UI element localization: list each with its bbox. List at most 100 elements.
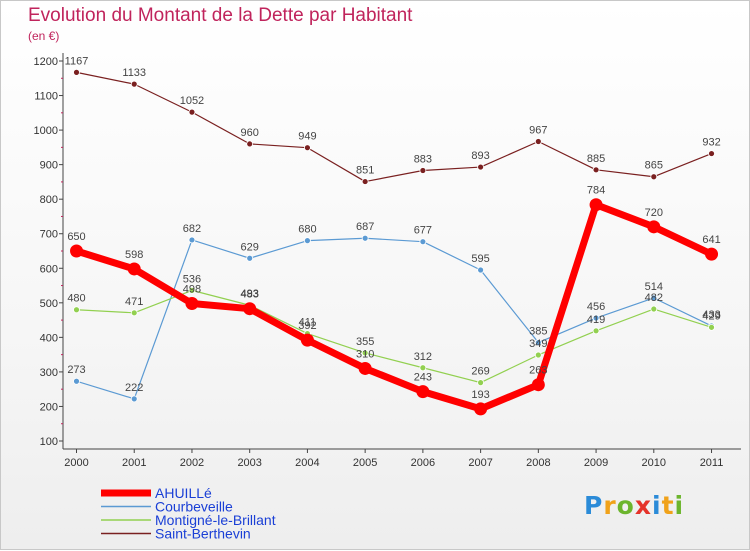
data-label: 411 bbox=[299, 317, 317, 329]
data-label: 650 bbox=[67, 231, 85, 243]
legend-label: AHUILLé bbox=[155, 485, 212, 501]
data-point bbox=[246, 140, 254, 148]
data-point bbox=[188, 236, 196, 244]
data-label: 641 bbox=[702, 234, 720, 246]
y-tick-label: 400 bbox=[40, 332, 58, 344]
y-tick-label: 300 bbox=[40, 367, 58, 379]
data-label: 385 bbox=[529, 326, 547, 338]
x-tick-label: 2006 bbox=[411, 457, 435, 469]
data-label: 349 bbox=[529, 338, 547, 350]
y-tick-label: 500 bbox=[40, 298, 58, 310]
data-point bbox=[474, 402, 488, 416]
logo-letter: P bbox=[584, 491, 604, 520]
data-point bbox=[534, 351, 542, 359]
data-point bbox=[477, 379, 485, 387]
data-point bbox=[534, 339, 542, 346]
logo-letter: r bbox=[603, 491, 617, 520]
data-label: 687 bbox=[356, 221, 374, 233]
data-point bbox=[304, 144, 311, 152]
data-label: 514 bbox=[645, 281, 663, 293]
proxiti-logo: Proxiti bbox=[584, 491, 684, 520]
data-point bbox=[419, 238, 427, 246]
x-tick-label: 2000 bbox=[64, 457, 88, 469]
data-point bbox=[361, 234, 369, 242]
data-label: 433 bbox=[702, 309, 720, 321]
data-label: 784 bbox=[587, 185, 605, 197]
series-line bbox=[73, 201, 716, 413]
data-point bbox=[361, 178, 369, 185]
data-label: 536 bbox=[183, 273, 201, 285]
data-label: 243 bbox=[414, 372, 432, 384]
data-point bbox=[73, 377, 80, 385]
data-label: 720 bbox=[645, 207, 663, 219]
data-label: 949 bbox=[298, 131, 316, 143]
data-label: 1167 bbox=[65, 55, 89, 67]
data-point bbox=[246, 254, 254, 262]
logo-letter: o bbox=[616, 491, 635, 520]
data-label: 498 bbox=[183, 284, 201, 296]
x-tick-label: 2011 bbox=[700, 457, 724, 469]
x-tick-label: 2008 bbox=[526, 457, 550, 469]
data-point bbox=[130, 395, 138, 403]
logo-letter: x bbox=[634, 491, 652, 520]
data-point bbox=[358, 361, 372, 375]
y-tick-label: 100 bbox=[40, 436, 58, 448]
data-point bbox=[592, 327, 600, 335]
data-label: 1133 bbox=[122, 67, 146, 79]
data-point bbox=[73, 69, 80, 76]
data-label: 456 bbox=[587, 301, 605, 313]
legend-label: Montigné-le-Brillant bbox=[155, 512, 276, 528]
data-label: 310 bbox=[356, 348, 374, 360]
series-line bbox=[75, 289, 713, 384]
data-label: 1052 bbox=[180, 95, 204, 107]
data-point bbox=[650, 294, 658, 302]
y-tick-label: 1000 bbox=[34, 125, 58, 137]
data-point bbox=[416, 385, 430, 399]
data-label: 419 bbox=[587, 314, 605, 326]
data-label: 595 bbox=[471, 253, 489, 265]
data-label: 629 bbox=[241, 241, 259, 253]
data-point bbox=[419, 167, 427, 174]
data-label: 429 bbox=[702, 310, 720, 322]
data-label: 392 bbox=[298, 320, 316, 332]
data-label: 273 bbox=[67, 364, 85, 376]
y-tick-label: 700 bbox=[40, 229, 58, 241]
y-tick-label: 1100 bbox=[34, 91, 58, 103]
x-tick-label: 2005 bbox=[353, 457, 377, 469]
data-label: 967 bbox=[529, 124, 547, 136]
data-point bbox=[589, 198, 603, 212]
data-label: 312 bbox=[414, 351, 432, 363]
y-tick-label: 200 bbox=[40, 401, 58, 413]
data-point bbox=[592, 166, 600, 174]
data-point bbox=[243, 302, 257, 316]
y-tick-label: 800 bbox=[40, 194, 58, 206]
data-point bbox=[705, 247, 719, 261]
data-label: 482 bbox=[645, 292, 663, 304]
chart-title: Evolution du Montant de la Dette par Hab… bbox=[28, 5, 413, 26]
data-point bbox=[73, 306, 80, 314]
data-label: 885 bbox=[587, 153, 605, 165]
data-point bbox=[477, 163, 485, 171]
data-point bbox=[304, 237, 311, 245]
data-point bbox=[361, 349, 369, 357]
data-point bbox=[188, 286, 196, 294]
data-point bbox=[531, 378, 545, 392]
data-point bbox=[130, 80, 138, 88]
data-label: 193 bbox=[471, 389, 489, 401]
data-point bbox=[477, 266, 485, 274]
data-point bbox=[300, 333, 314, 347]
data-label: 960 bbox=[241, 127, 259, 139]
data-label: 493 bbox=[241, 288, 259, 300]
data-point bbox=[419, 364, 427, 372]
y-tick-label: 600 bbox=[40, 263, 58, 275]
series-line bbox=[75, 71, 713, 183]
x-tick-label: 2001 bbox=[122, 457, 146, 469]
data-point bbox=[534, 138, 542, 145]
y-tick-label: 900 bbox=[40, 160, 58, 172]
data-label: 471 bbox=[125, 296, 143, 308]
data-point bbox=[185, 297, 199, 311]
data-label: 269 bbox=[471, 366, 489, 378]
data-label: 355 bbox=[356, 336, 374, 348]
